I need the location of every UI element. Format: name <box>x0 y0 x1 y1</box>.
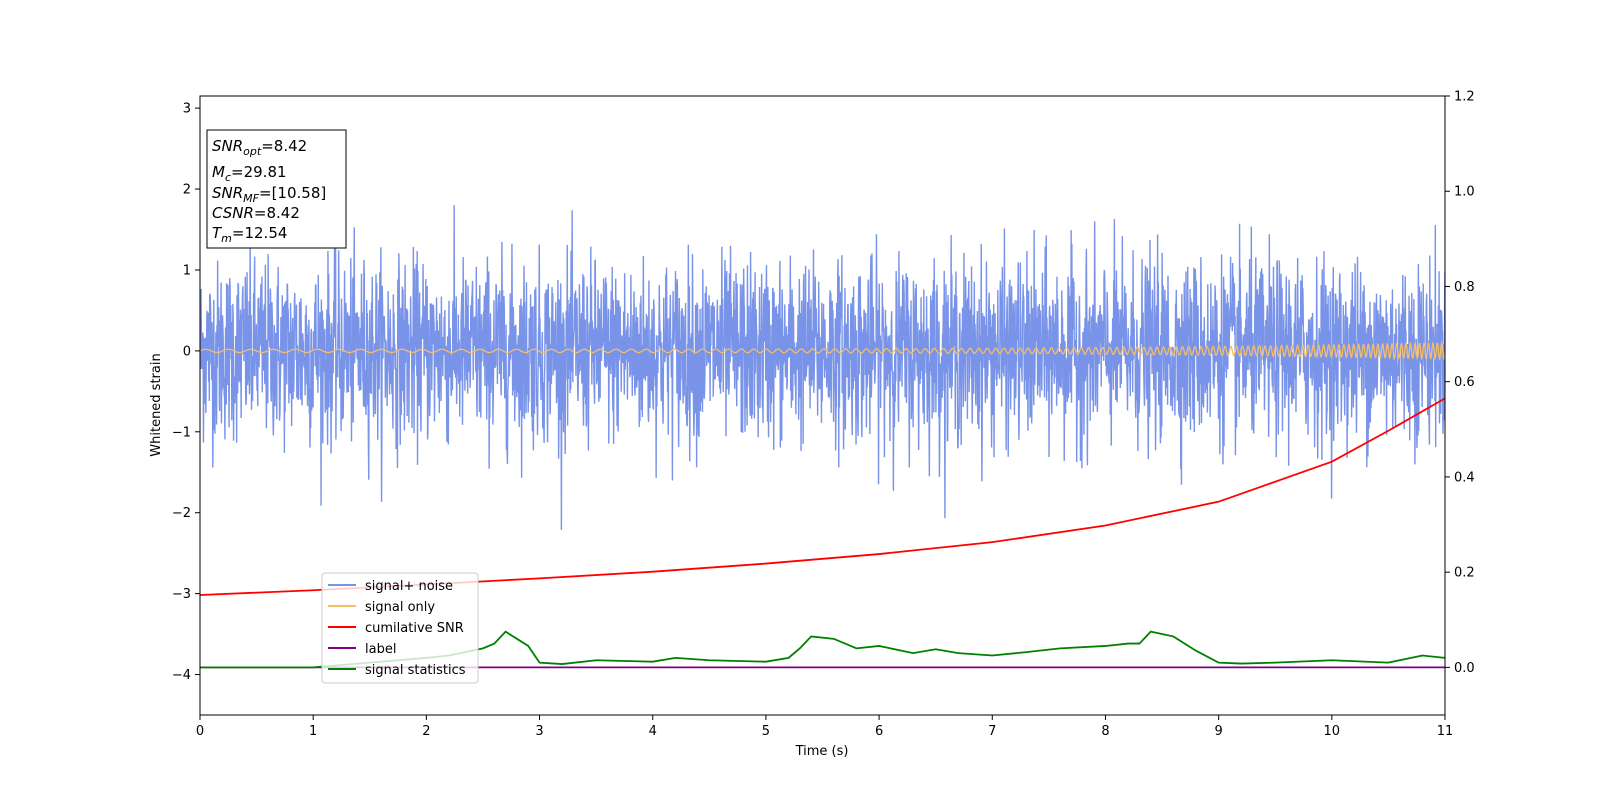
plot-frame <box>199 95 1446 716</box>
y2-tick-label: 1.0 <box>1454 185 1475 200</box>
info-snr-mf: SNRMF=[10.58] <box>212 184 326 205</box>
x-tick-label: 9 <box>1214 724 1222 739</box>
x-tick-label: 11 <box>1437 724 1454 739</box>
legend-label-signal-noise: signal+ noise <box>365 579 453 594</box>
x-tick-label: 5 <box>762 724 770 739</box>
legend-label-label: label <box>365 642 396 657</box>
y2-tick-label: 0.8 <box>1454 280 1475 295</box>
y-axis-right: 0.0 0.2 0.4 0.6 0.8 1.0 1.2 <box>1445 90 1475 676</box>
x-tick-label: 2 <box>422 724 430 739</box>
series-line-signal-statistics <box>200 630 1445 669</box>
y2-tick-label: 0.2 <box>1454 566 1475 581</box>
legend-label-signal-statistics: signal statistics <box>365 663 466 678</box>
y-tick-label: 0 <box>183 344 191 359</box>
y-tick-label: −2 <box>172 506 191 521</box>
y-axis-label: Whitened strain <box>149 353 164 456</box>
info-mc: Mc=29.81 <box>212 163 287 184</box>
info-csnr: CSNR=8.42 <box>212 204 300 222</box>
legend-frame <box>321 572 479 684</box>
x-tick-label: 8 <box>1101 724 1109 739</box>
series-line-signal-noise <box>200 205 1445 530</box>
x-axis-label: Time (s) <box>795 744 849 759</box>
legend-label-signal-only: signal only <box>365 600 435 615</box>
y2-tick-label: 0.6 <box>1454 375 1475 390</box>
y-tick-label: 3 <box>183 102 191 117</box>
info-box-frame <box>206 129 347 249</box>
y2-tick-label: 0.0 <box>1454 661 1475 676</box>
info-box: SNRopt=8.42 Mc=29.81 SNRMF=[10.58] CSNR=… <box>206 129 347 249</box>
x-tick-label: 7 <box>988 724 996 739</box>
y2-tick-label: 1.2 <box>1454 90 1475 105</box>
info-tm: Tm=12.54 <box>212 224 287 245</box>
x-tick-label: 3 <box>535 724 543 739</box>
y-tick-label: −4 <box>172 668 191 683</box>
y-tick-label: −1 <box>172 425 191 440</box>
y-tick-label: 1 <box>183 263 191 278</box>
x-tick-label: 10 <box>1324 724 1341 739</box>
legend-label-cumulative-snr: cumilative SNR <box>365 621 464 636</box>
x-tick-label: 0 <box>196 724 204 739</box>
x-axis: 0 1 2 3 4 5 6 7 8 9 10 11 <box>196 715 1453 739</box>
x-tick-label: 6 <box>875 724 883 739</box>
y2-tick-label: 0.4 <box>1454 470 1475 485</box>
legend: signal+ noise signal only cumilative SNR… <box>321 572 479 684</box>
y-tick-label: −3 <box>172 587 191 602</box>
series-line-signal-only <box>200 340 1445 361</box>
info-snr-opt: SNRopt=8.42 <box>212 137 307 158</box>
y-tick-label: 2 <box>183 183 191 198</box>
x-tick-label: 1 <box>309 724 317 739</box>
y-axis-left: −4 −3 −2 −1 0 1 2 3 <box>172 102 200 683</box>
x-tick-label: 4 <box>649 724 657 739</box>
